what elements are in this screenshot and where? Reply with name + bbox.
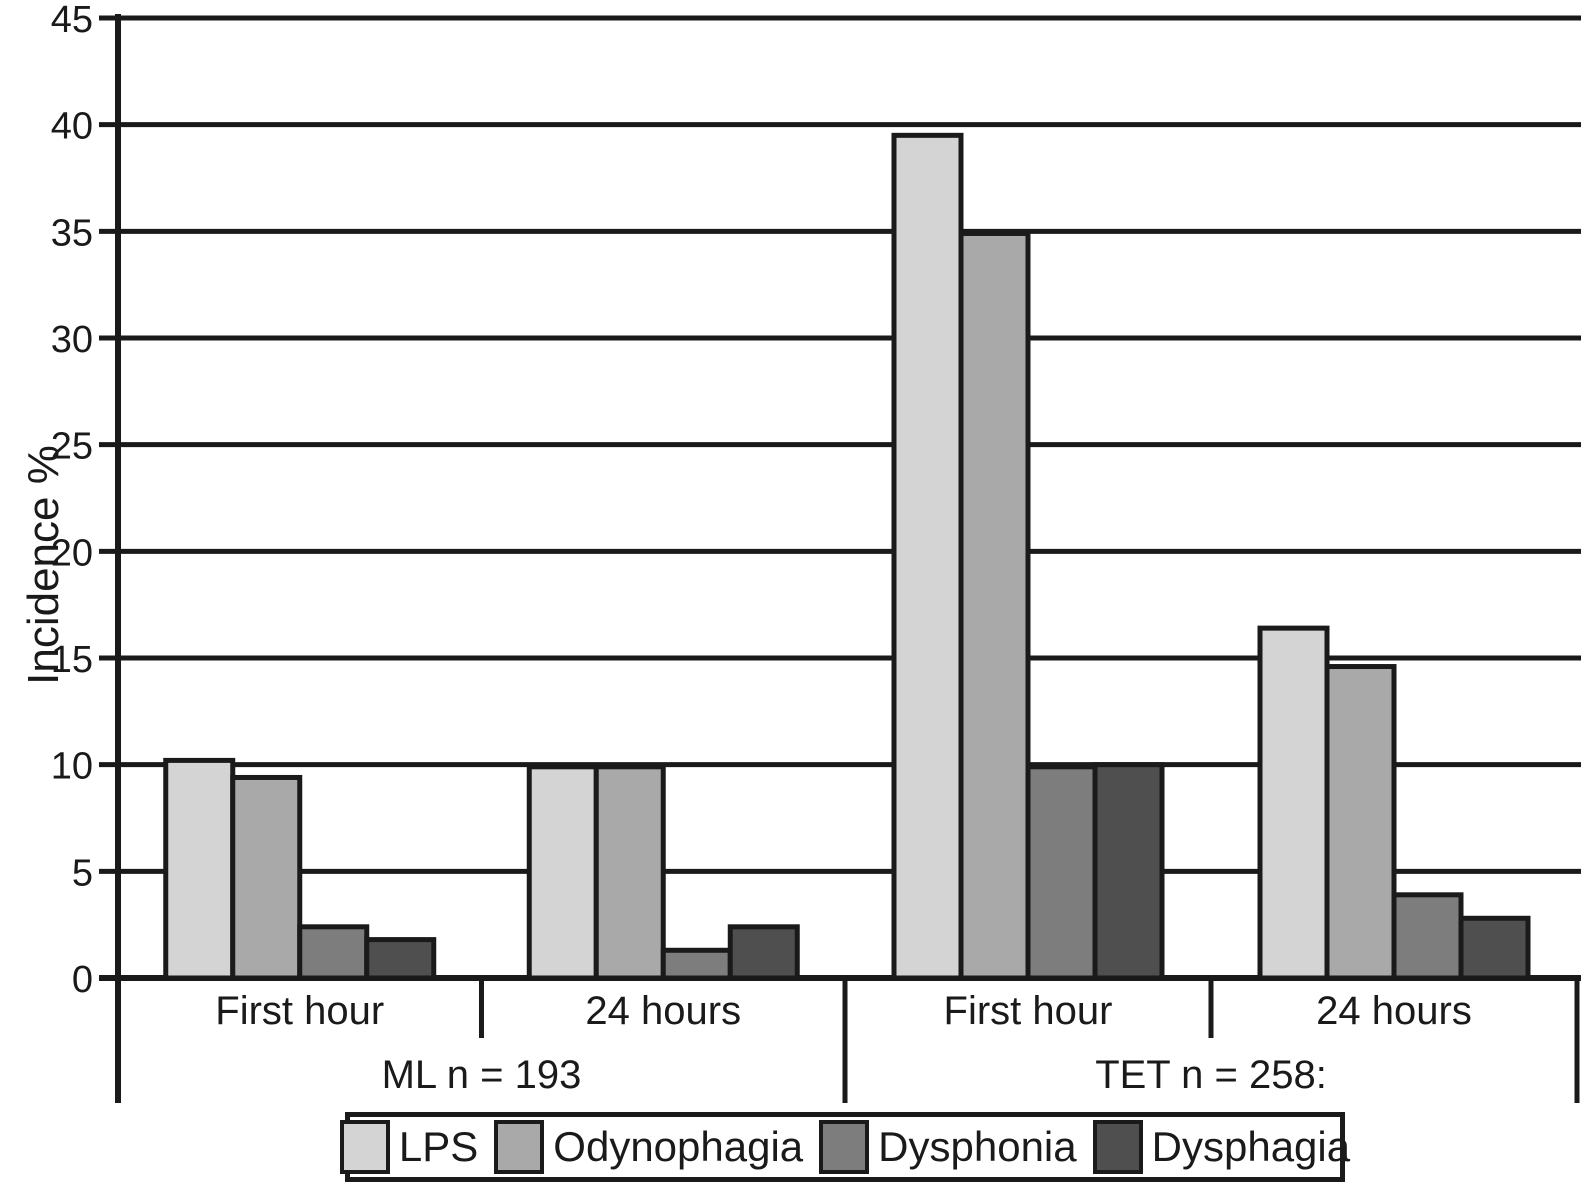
bar-odynophagia-group1 bbox=[593, 764, 666, 981]
category-label: First hour bbox=[944, 989, 1113, 1033]
legend-swatch-dysphonia bbox=[819, 1120, 870, 1174]
y-tick-label-35: 35 bbox=[51, 212, 93, 254]
y-axis-title: Incidence % bbox=[19, 445, 68, 685]
bar-dysphagia-group0 bbox=[364, 937, 437, 981]
legend-swatch-odynophagia bbox=[494, 1120, 545, 1174]
legend: LPS Odynophagia Dysphonia Dysphagia bbox=[339, 1112, 1350, 1182]
bar-odynophagia-group3 bbox=[1324, 664, 1397, 981]
category-label: 24 hours bbox=[585, 989, 741, 1033]
legend-label-lps: LPS bbox=[398, 1123, 479, 1170]
section-label: TET n = 258: bbox=[1095, 1053, 1327, 1097]
legend-item-odynophagia: Odynophagia bbox=[494, 1120, 803, 1174]
legend-swatch-lps bbox=[339, 1120, 390, 1174]
bar-dysphonia-group1 bbox=[660, 947, 733, 981]
y-tick-label-20: 20 bbox=[51, 532, 93, 574]
bar-dysphonia-group2 bbox=[1025, 764, 1098, 981]
y-tick-label-30: 30 bbox=[51, 319, 93, 361]
legend-label-odynophagia: Odynophagia bbox=[553, 1123, 804, 1170]
y-tick-label-0: 0 bbox=[72, 959, 93, 1001]
bar-dysphonia-group0 bbox=[297, 924, 370, 981]
legend-item-lps: LPS bbox=[339, 1120, 479, 1174]
legend-item-dysphonia: Dysphonia bbox=[819, 1120, 1077, 1174]
legend-item-dysphagia: Dysphagia bbox=[1092, 1120, 1351, 1174]
legend-swatch-dysphagia bbox=[1092, 1120, 1143, 1174]
bar-lps-group2 bbox=[891, 132, 964, 981]
bar-lps-group3 bbox=[1257, 625, 1330, 981]
bar-lps-group0 bbox=[163, 757, 236, 981]
category-label: 24 hours bbox=[1316, 989, 1472, 1033]
bar-odynophagia-group2 bbox=[958, 230, 1031, 981]
legend-label-dysphagia: Dysphagia bbox=[1151, 1123, 1351, 1170]
category-label: First hour bbox=[215, 989, 384, 1033]
bar-lps-group1 bbox=[526, 764, 599, 981]
y-tick-label-10: 10 bbox=[51, 746, 93, 788]
y-tick-label-40: 40 bbox=[51, 106, 93, 148]
y-tick-label-25: 25 bbox=[51, 426, 93, 468]
bar-dysphagia-group3 bbox=[1458, 915, 1531, 981]
y-tick-label-5: 5 bbox=[72, 852, 93, 894]
y-tick-label-15: 15 bbox=[51, 639, 93, 681]
bar-dysphagia-group1 bbox=[727, 924, 800, 981]
bar-dysphonia-group3 bbox=[1391, 892, 1464, 981]
legend-label-dysphonia: Dysphonia bbox=[878, 1123, 1077, 1170]
bar-odynophagia-group0 bbox=[230, 774, 303, 981]
section-label: ML n = 193 bbox=[382, 1053, 582, 1097]
bar-dysphagia-group2 bbox=[1092, 762, 1165, 981]
y-tick-label-45: 45 bbox=[51, 0, 93, 41]
